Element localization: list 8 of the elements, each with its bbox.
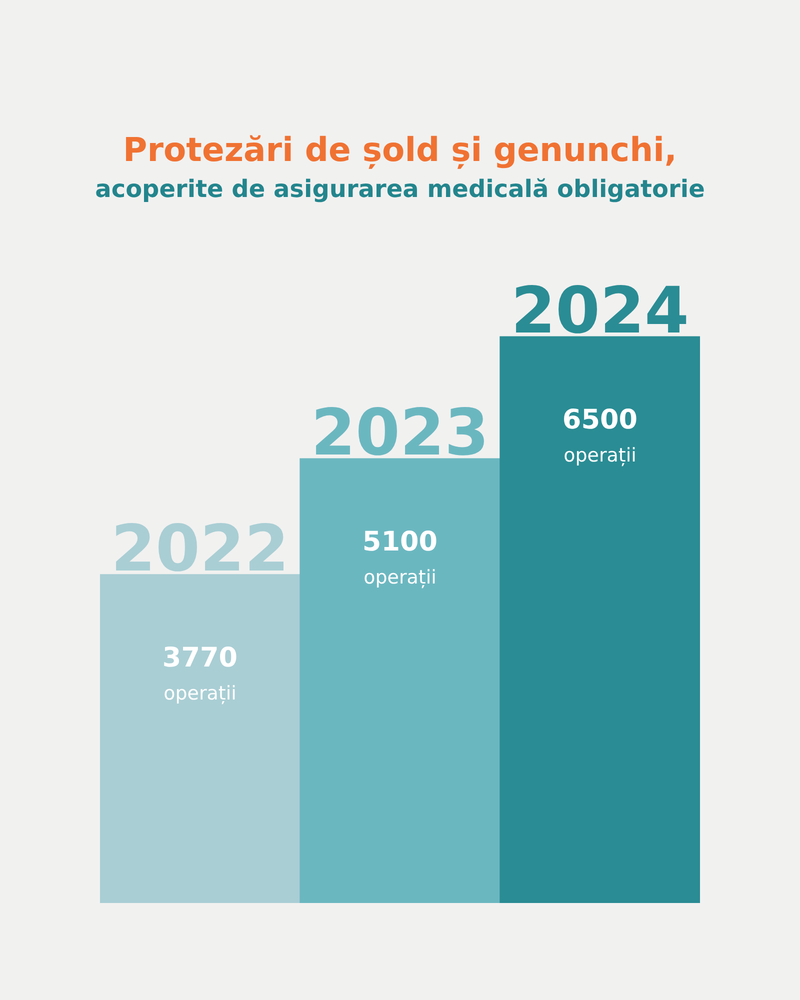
x-tick-label: 2024 bbox=[510, 274, 690, 349]
data-label: 5100 operații bbox=[362, 526, 438, 589]
x-tick-label: 2023 bbox=[310, 396, 490, 471]
data-label: 6500 operații bbox=[562, 404, 638, 467]
data-label: 3770 operații bbox=[162, 642, 238, 704]
chart-subtitle: acoperite de asigurarea medicală obligatorie bbox=[94, 175, 706, 203]
chart-title: Protezări de șold și genunchi, bbox=[122, 130, 678, 169]
x-tick-label: 2022 bbox=[110, 512, 290, 586]
